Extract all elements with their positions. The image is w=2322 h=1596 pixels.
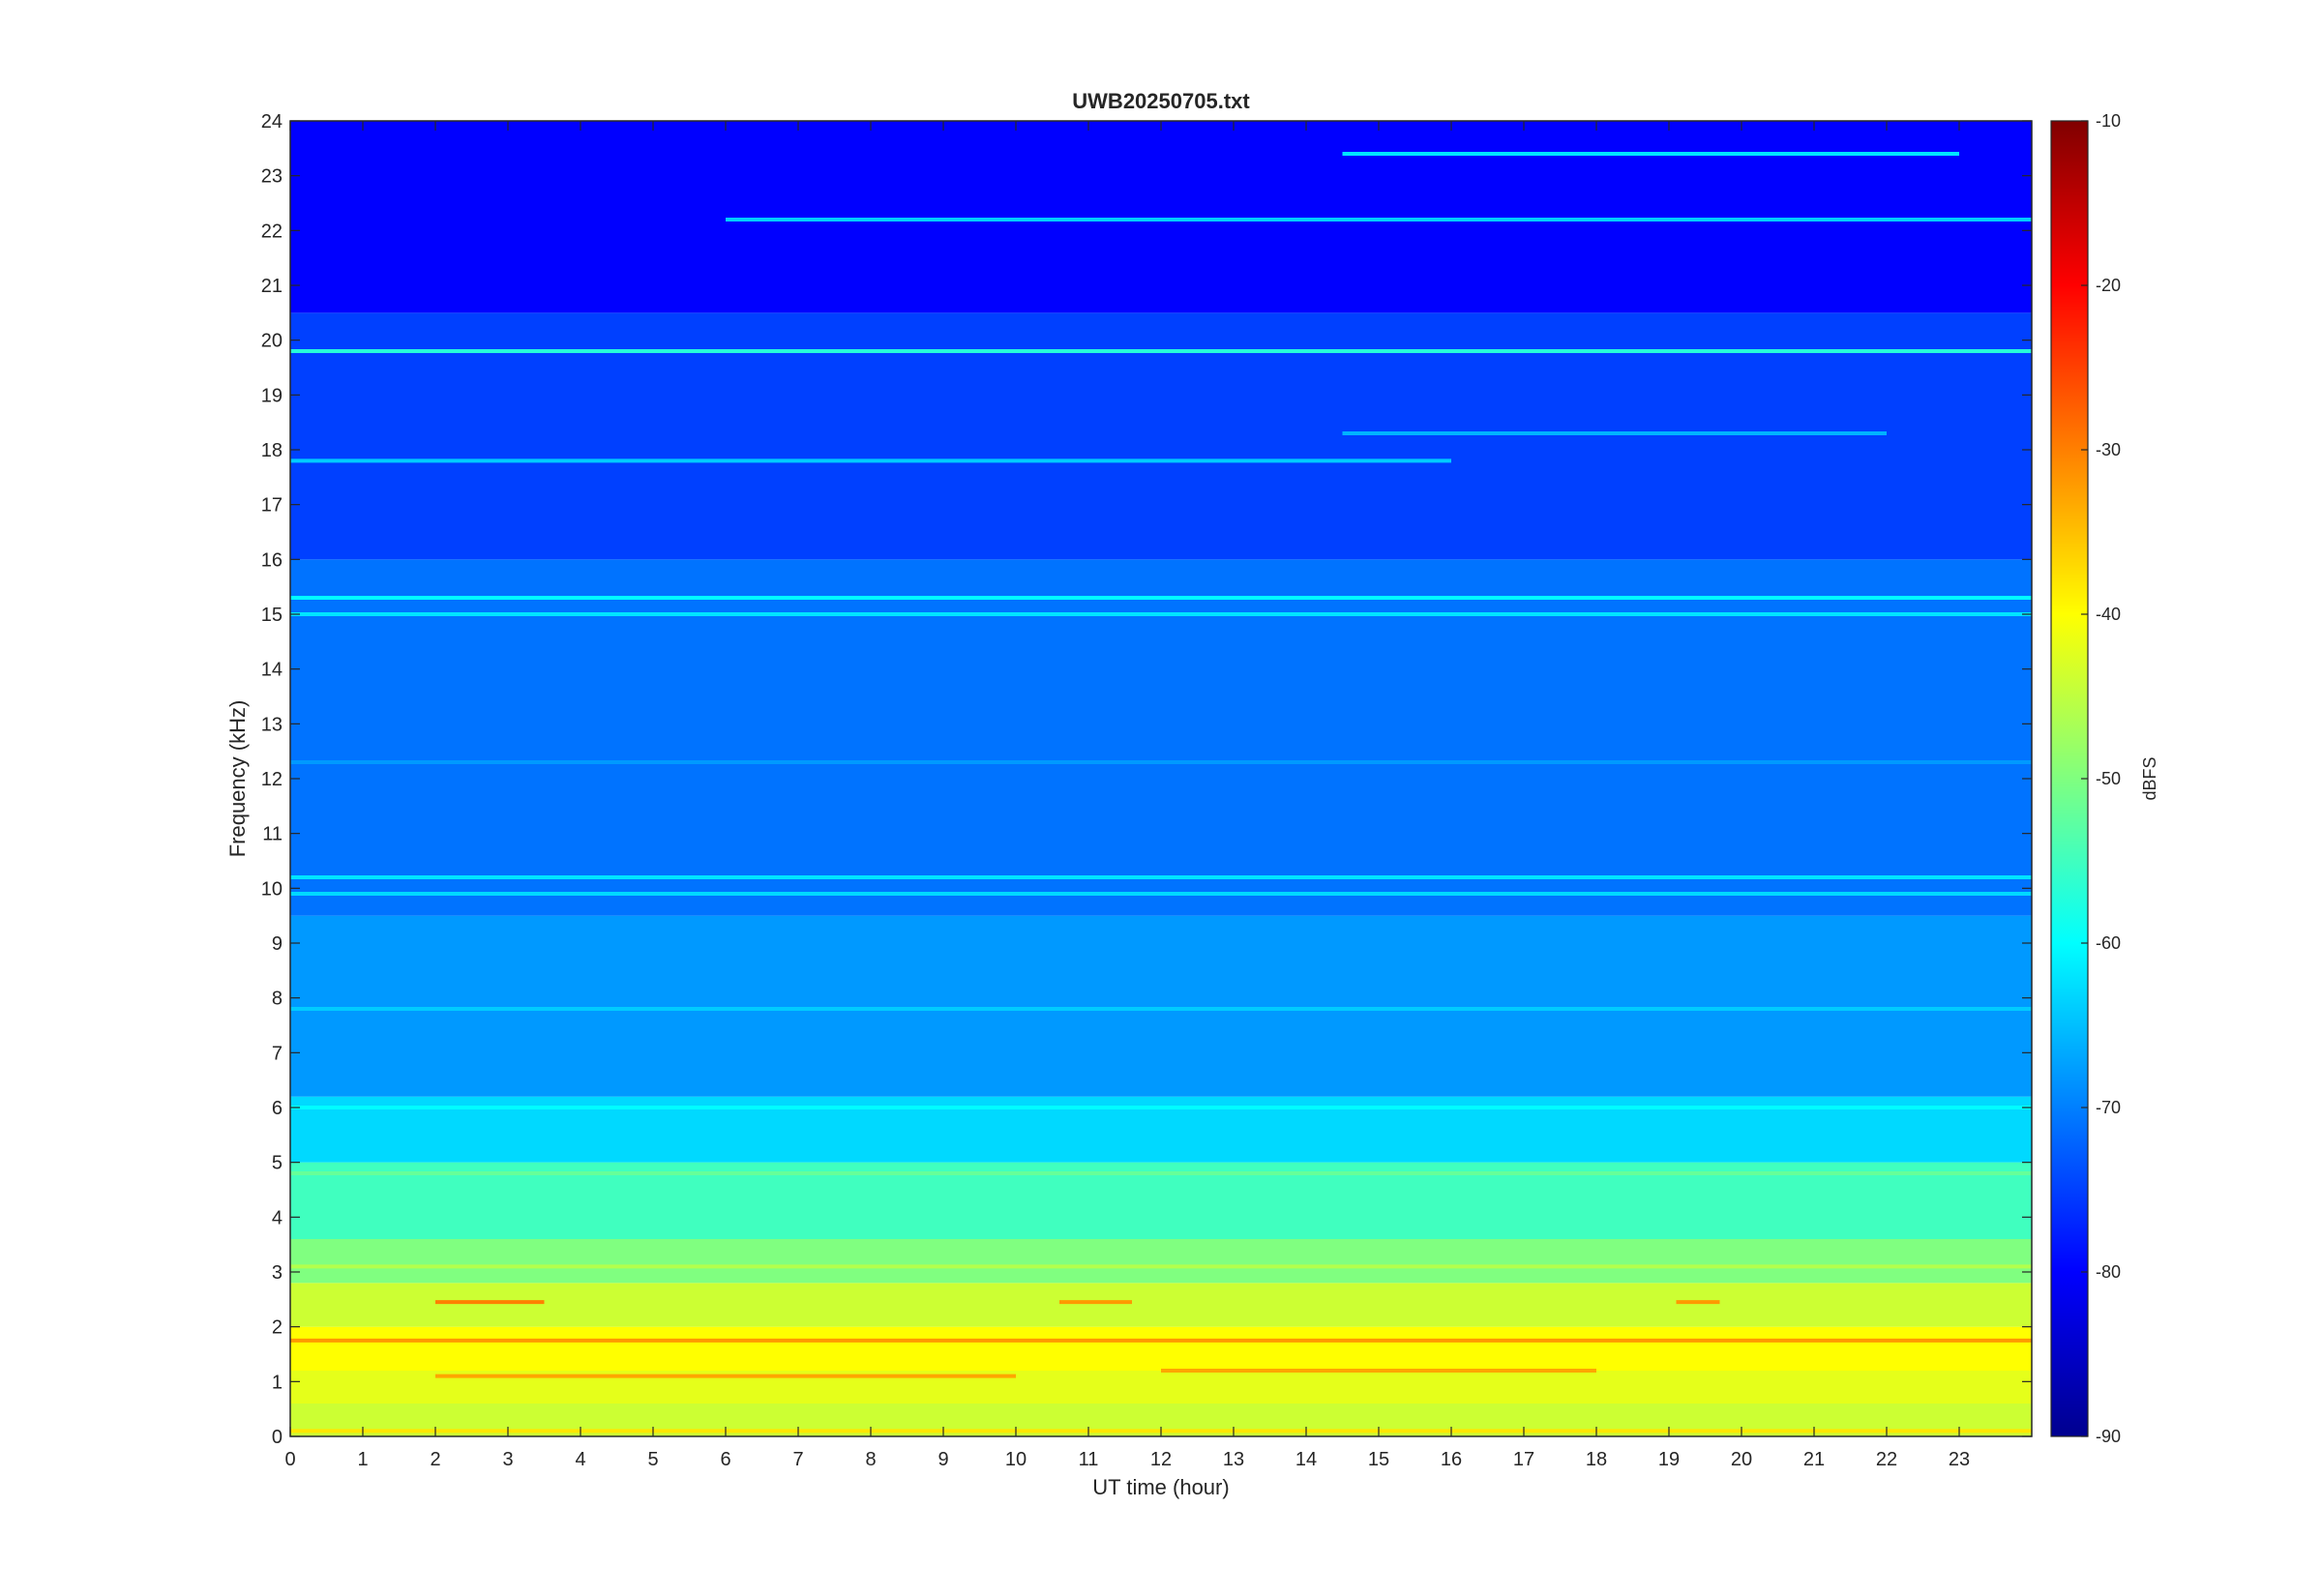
spectrum-band <box>290 1283 2032 1327</box>
y-tick-label: 1 <box>272 1372 283 1393</box>
y-tick-label: 0 <box>272 1427 283 1448</box>
y-tick-label: 10 <box>261 878 283 900</box>
colorbar-tick-label: -40 <box>2096 605 2121 624</box>
y-tick-label: 16 <box>261 549 283 571</box>
x-tick-label: 7 <box>792 1449 803 1470</box>
x-tick-label: 13 <box>1223 1449 1244 1470</box>
x-tick-label: 21 <box>1803 1449 1825 1470</box>
x-tick-label: 8 <box>865 1449 876 1470</box>
spectrum-band <box>290 1239 2032 1284</box>
colorbar-label: dBFS <box>2140 756 2159 800</box>
x-tick-label: 18 <box>1586 1449 1607 1470</box>
y-tick-label: 11 <box>262 824 283 845</box>
y-tick-label: 22 <box>261 221 283 242</box>
y-tick-label: 2 <box>272 1317 283 1339</box>
x-tick-label: 4 <box>575 1449 585 1470</box>
x-tick-label: 11 <box>1079 1449 1099 1470</box>
spectrogram-heatmap <box>290 121 2032 1436</box>
spectrum-band <box>290 1326 2032 1371</box>
y-tick-label: 8 <box>272 989 283 1010</box>
x-tick-label: 19 <box>1658 1449 1680 1470</box>
x-tick-label: 23 <box>1949 1449 1970 1470</box>
x-tick-label: 12 <box>1150 1449 1172 1470</box>
y-tick-label: 6 <box>272 1098 283 1119</box>
x-tick-label: 17 <box>1513 1449 1534 1470</box>
y-tick-label: 13 <box>261 714 283 735</box>
y-tick-label: 14 <box>261 660 283 681</box>
spectrum-band <box>290 312 2032 560</box>
x-tick-label: 6 <box>720 1449 730 1470</box>
y-tick-label: 3 <box>272 1262 283 1284</box>
colorbar-tick-label: -30 <box>2096 440 2121 459</box>
x-tick-label: 16 <box>1441 1449 1462 1470</box>
y-tick-label: 21 <box>261 276 283 297</box>
colorbar-tick-label: -70 <box>2096 1098 2121 1117</box>
spectrum-band <box>290 559 2032 916</box>
y-tick-label: 18 <box>261 440 283 461</box>
x-tick-label: 5 <box>647 1449 658 1470</box>
x-tick-label: 1 <box>357 1449 368 1470</box>
x-tick-label: 2 <box>430 1449 440 1470</box>
y-tick-label: 20 <box>261 331 283 352</box>
colorbar-tick-label: -10 <box>2096 111 2121 131</box>
y-tick-label: 5 <box>272 1153 283 1174</box>
colorbar-tick-label: -90 <box>2096 1427 2121 1446</box>
colorbar-tick-label: -20 <box>2096 276 2121 295</box>
x-tick-label: 22 <box>1876 1449 1897 1470</box>
y-tick-label: 7 <box>272 1043 283 1064</box>
y-tick-label: 4 <box>272 1207 283 1228</box>
x-axis-ticks: 0 1 2 3 4 5 6 7 8 9 10 11 12 13 14 15 16 17 18 19 20 21 22 23 <box>284 121 1970 1470</box>
y-tick-label: 19 <box>261 385 283 406</box>
x-tick-label: 3 <box>502 1449 513 1470</box>
x-tick-label: 9 <box>938 1449 948 1470</box>
y-tick-label: 23 <box>261 166 283 188</box>
colorbar-ticks: -90 -80 -70 -60 -50 -40 -30 -20 -10 <box>2081 111 2121 1446</box>
spectrum-band <box>290 121 2032 313</box>
x-tick-label: 14 <box>1295 1449 1317 1470</box>
y-axis-label: Frequency (kHz) <box>225 700 250 858</box>
colorbar-tick-label: -50 <box>2096 769 2121 788</box>
colorbar-tick-label: -60 <box>2096 933 2121 953</box>
x-tick-label: 20 <box>1731 1449 1752 1470</box>
y-tick-label: 15 <box>261 605 283 626</box>
x-tick-label: 10 <box>1005 1449 1027 1470</box>
x-axis-label: UT time (hour) <box>1092 1475 1229 1499</box>
x-tick-label: 15 <box>1368 1449 1389 1470</box>
y-tick-label: 9 <box>272 933 283 955</box>
chart-title: UWB20250705.txt <box>1072 89 1250 113</box>
colorbar-tick-label: -80 <box>2096 1262 2121 1282</box>
y-tick-label: 17 <box>261 495 283 517</box>
y-tick-label: 24 <box>261 111 283 133</box>
x-tick-label: 0 <box>284 1449 295 1470</box>
y-tick-label: 12 <box>261 769 283 790</box>
spectrum-band <box>290 915 2032 1097</box>
